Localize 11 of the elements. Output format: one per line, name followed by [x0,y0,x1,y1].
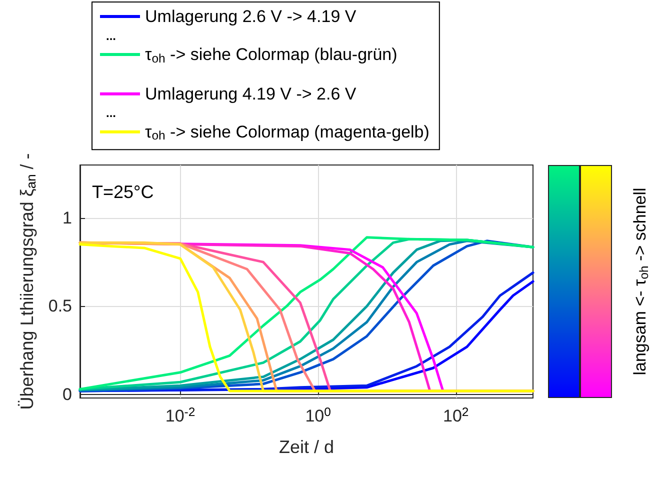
x-axis-title: Zeit / d [278,437,334,457]
annotation: T=25°C [92,182,154,202]
y-tick-label: 1 [62,208,72,228]
legend-label: Umlagerung 4.19 V -> 2.6 V [145,84,357,104]
color-bar-title: langsam <- τoh -> schnell [630,188,651,376]
text: ... [106,29,116,43]
y-axis-title: Überhang Lthiierungsgrad ξan / - [16,153,38,410]
legend-label: Umlagerung 2.6 V -> 4.19 V [145,7,357,26]
y-tick-label: 0 [62,384,72,404]
text: ... [106,106,116,120]
y-tick-label: 0.5 [48,296,72,316]
